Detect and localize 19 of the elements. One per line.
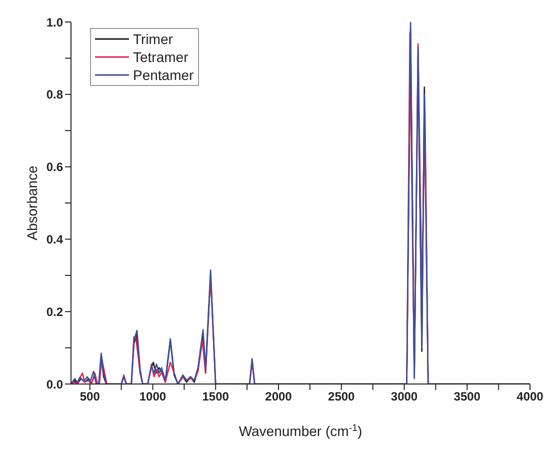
y-axis-title: Absorbance	[24, 165, 40, 240]
x-tick-label: 3000	[390, 390, 418, 404]
x-axis-title: Wavenumber (cm$^{-1}$)	[238, 422, 362, 439]
x-tick-label: 2000	[265, 390, 292, 404]
x-tick-label: 2500	[328, 390, 356, 404]
x-tick-label: 1500	[202, 390, 230, 404]
legend-label: Pentamer	[133, 66, 194, 84]
legend-label: Trimer	[133, 30, 173, 48]
x-tick-label: 500	[80, 390, 100, 404]
x-tick-label: 3500	[454, 390, 481, 404]
y-tick-label: 0.6	[46, 160, 64, 174]
y-tick-label: 1.0	[46, 15, 64, 30]
y-tick-label: 0.0	[46, 377, 64, 392]
y-tick-label: 0.4	[46, 232, 64, 246]
y-tick-label: 0.2	[46, 304, 64, 319]
x-tick-label: 1000	[139, 390, 166, 404]
legend-label: Tetramer	[133, 48, 188, 66]
x-tick-label: 4000	[516, 390, 544, 404]
y-tick-label: 0.8	[46, 88, 64, 102]
